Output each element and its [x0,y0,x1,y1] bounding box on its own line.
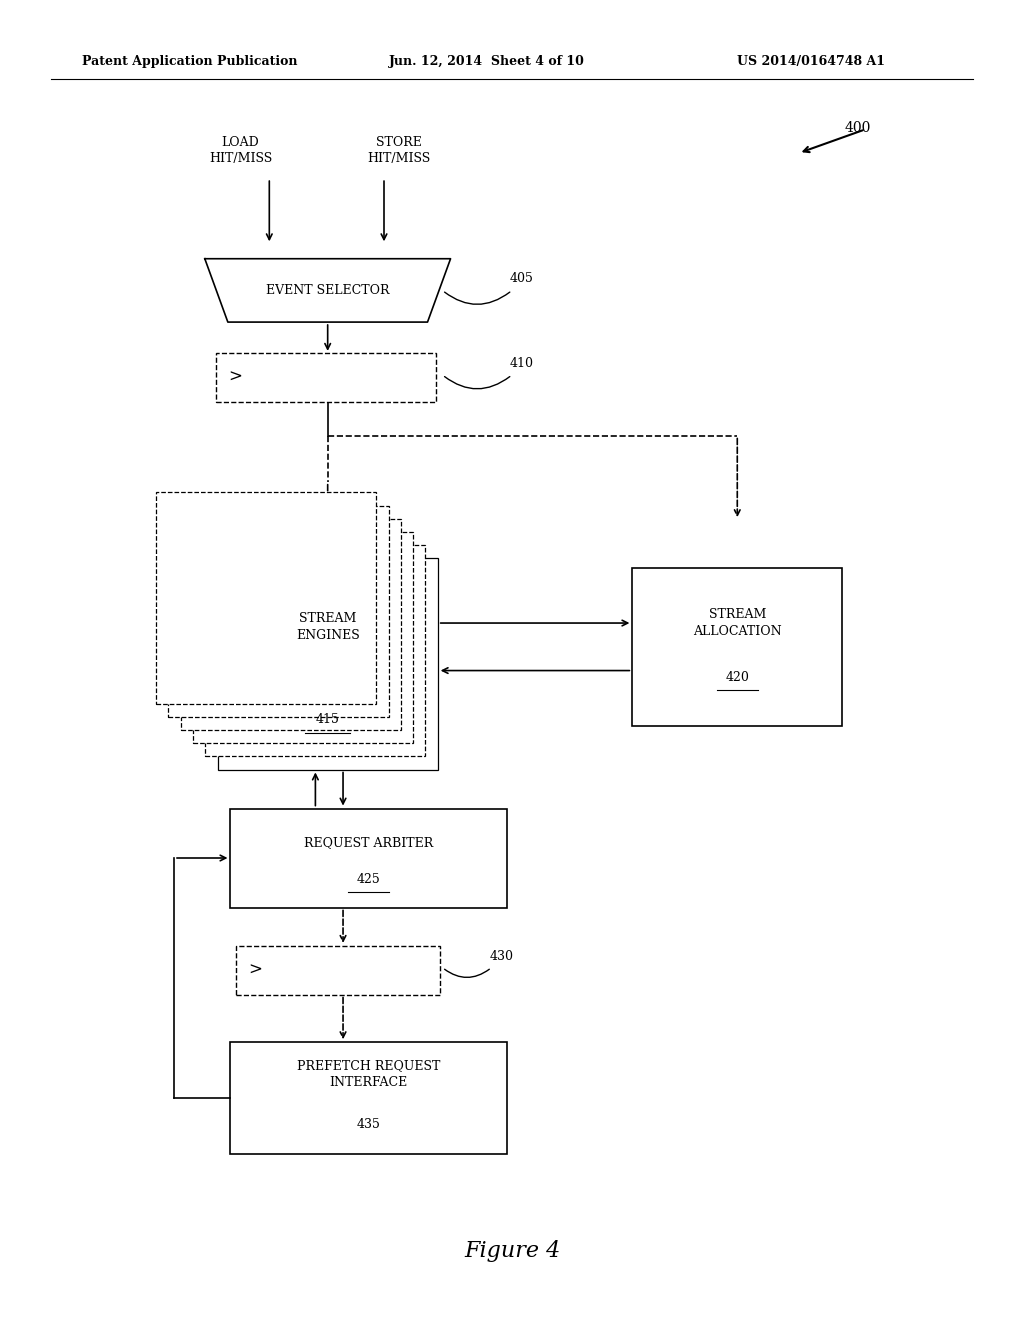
FancyBboxPatch shape [169,506,389,717]
Text: 420: 420 [725,671,750,684]
FancyBboxPatch shape [230,1043,507,1154]
FancyBboxPatch shape [218,558,438,770]
FancyBboxPatch shape [236,945,440,995]
Text: 405: 405 [510,272,534,285]
Text: STORE
HIT/MISS: STORE HIT/MISS [368,136,431,165]
Text: REQUEST ARBITER: REQUEST ARBITER [304,836,433,849]
Text: LOAD
HIT/MISS: LOAD HIT/MISS [209,136,272,165]
FancyBboxPatch shape [181,519,401,730]
Text: >: > [228,370,242,385]
Text: Jun. 12, 2014  Sheet 4 of 10: Jun. 12, 2014 Sheet 4 of 10 [389,55,585,69]
Text: STREAM
ENGINES: STREAM ENGINES [296,612,359,642]
Text: 425: 425 [356,873,381,886]
FancyBboxPatch shape [157,492,377,704]
Text: 435: 435 [356,1118,381,1131]
FancyBboxPatch shape [205,545,426,756]
FancyBboxPatch shape [216,352,436,401]
FancyBboxPatch shape [230,808,507,908]
Text: Figure 4: Figure 4 [464,1241,560,1262]
FancyBboxPatch shape [632,568,842,726]
Text: 400: 400 [845,121,871,135]
Text: 410: 410 [510,356,534,370]
Text: EVENT SELECTOR: EVENT SELECTOR [266,284,389,297]
Text: >: > [248,962,262,978]
Text: 430: 430 [489,949,513,962]
Text: US 2014/0164748 A1: US 2014/0164748 A1 [737,55,886,69]
Text: Patent Application Publication: Patent Application Publication [82,55,297,69]
Text: STREAM
ALLOCATION: STREAM ALLOCATION [693,609,781,638]
FancyBboxPatch shape [194,532,414,743]
Text: 415: 415 [315,713,340,726]
Text: PREFETCH REQUEST
INTERFACE: PREFETCH REQUEST INTERFACE [297,1060,440,1089]
